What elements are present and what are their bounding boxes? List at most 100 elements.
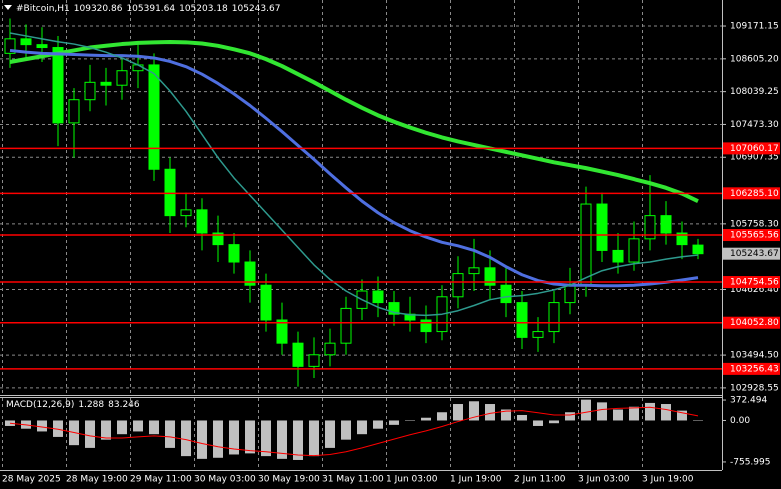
macd-bar <box>629 406 639 421</box>
candle-body <box>116 70 128 86</box>
x-tick-label: 1 Jun 19:00 <box>450 475 502 485</box>
y-tick-label: 0.00 <box>730 416 750 426</box>
macd-bar <box>373 420 383 429</box>
price-level-label: 103256.43 <box>730 364 779 374</box>
candle-body <box>196 209 208 234</box>
macd-bar <box>37 420 47 432</box>
header-value: 109320.86 <box>74 4 123 14</box>
macd-bar <box>693 420 703 421</box>
macd-bar <box>645 402 655 421</box>
y-tick-label: 106907.35 <box>730 153 779 163</box>
macd-bar <box>661 404 671 421</box>
macd-bar <box>101 420 111 440</box>
macd-bar <box>389 420 399 425</box>
candle-body <box>244 261 256 286</box>
macd-bar <box>677 410 687 421</box>
price-level-tag <box>723 316 780 329</box>
moving-average <box>9 48 699 288</box>
menu-arrow[interactable] <box>4 5 12 10</box>
macd-bar <box>53 420 63 437</box>
macd-bar <box>565 412 575 421</box>
macd-bar <box>581 399 591 421</box>
y-tick-label: 104626.40 <box>730 285 779 295</box>
macd-bar <box>357 420 367 435</box>
candle-body <box>340 307 352 344</box>
price-level-label: 106285.10 <box>730 189 779 199</box>
candle-body <box>4 38 16 54</box>
macd-bar <box>453 404 463 421</box>
candle-body <box>372 290 384 304</box>
x-tick-label: 3 Jun 19:00 <box>642 475 694 485</box>
macd-bar <box>197 420 207 459</box>
candle-body <box>324 342 336 356</box>
macd-bar <box>165 420 175 448</box>
macd-bar <box>325 420 335 448</box>
candle-body <box>420 319 432 333</box>
header-value: 105391.64 <box>126 4 175 14</box>
header-value: 105243.67 <box>232 4 281 14</box>
macd-bar <box>533 420 543 426</box>
y-tick-label: 372.494 <box>730 396 767 406</box>
panel-title: #Bitcoin,H1 <box>16 4 70 14</box>
candle-body <box>132 64 144 72</box>
moving-average <box>9 32 699 317</box>
y-tick-label: 108039.25 <box>730 87 779 97</box>
macd-bar <box>501 409 511 421</box>
candle-body <box>388 302 400 315</box>
x-tick-label: 30 May 19:00 <box>258 475 320 485</box>
candle-body <box>532 331 544 338</box>
macd-bar <box>229 420 239 455</box>
macd-bar <box>549 420 559 424</box>
y-tick-label: 105758.30 <box>730 219 779 229</box>
price-level-label: 105565.56 <box>730 231 779 241</box>
y-tick-label: 107473.30 <box>730 120 779 130</box>
candle-body <box>276 319 288 344</box>
macd-bar <box>277 420 287 459</box>
macd-bar <box>517 414 527 421</box>
macd-bar <box>485 404 495 421</box>
macd-bar <box>469 401 479 421</box>
candle-body <box>292 342 304 367</box>
price-level-label: 104052.80 <box>730 318 779 328</box>
macd-bar <box>341 420 351 440</box>
y-tick-label: 102928.55 <box>730 383 779 393</box>
candle-body <box>452 273 464 298</box>
candle-body <box>676 232 688 246</box>
macd-bar <box>613 409 623 421</box>
price-level-tag <box>723 142 780 155</box>
candle-body <box>148 64 160 170</box>
candle-body <box>84 81 96 101</box>
macd-bar <box>149 420 159 435</box>
panel-title: MACD(12,26,9) <box>6 400 74 410</box>
x-tick-label: 28 May 2025 <box>2 475 61 485</box>
candle-body <box>516 302 528 338</box>
macd-bar <box>85 420 95 448</box>
price-level-tag <box>723 276 780 289</box>
price-level-tag <box>723 362 780 375</box>
candle-body <box>628 238 640 263</box>
moving-average <box>9 40 699 203</box>
x-tick-label: 1 Jun 03:00 <box>386 475 438 485</box>
candle-body <box>260 284 272 321</box>
candle-body <box>564 284 576 304</box>
macd-bar <box>213 420 223 458</box>
y-tick-label: 109171.15 <box>730 22 779 32</box>
x-tick-label: 31 May 11:00 <box>322 475 384 485</box>
candle-body <box>548 302 560 333</box>
macd-bar <box>597 402 607 421</box>
macd-bar <box>309 420 319 457</box>
macd-bar <box>421 417 431 421</box>
candle-body <box>164 168 176 217</box>
x-tick-label: 2 Jun 11:00 <box>514 475 566 485</box>
y-tick-label: -755.995 <box>730 457 770 467</box>
candle-body <box>692 244 704 255</box>
panel-header: #Bitcoin,H1 109320.86 105391.64 105203.18 10… <box>16 4 280 14</box>
header-value: 83.246 <box>108 400 140 410</box>
candle-body <box>484 267 496 286</box>
price-level-tag <box>723 229 780 242</box>
current-price-label: 105243.67 <box>730 249 779 259</box>
candle-body <box>100 81 112 86</box>
x-tick-label: 29 May 11:00 <box>130 475 192 485</box>
candle-body <box>68 99 80 124</box>
